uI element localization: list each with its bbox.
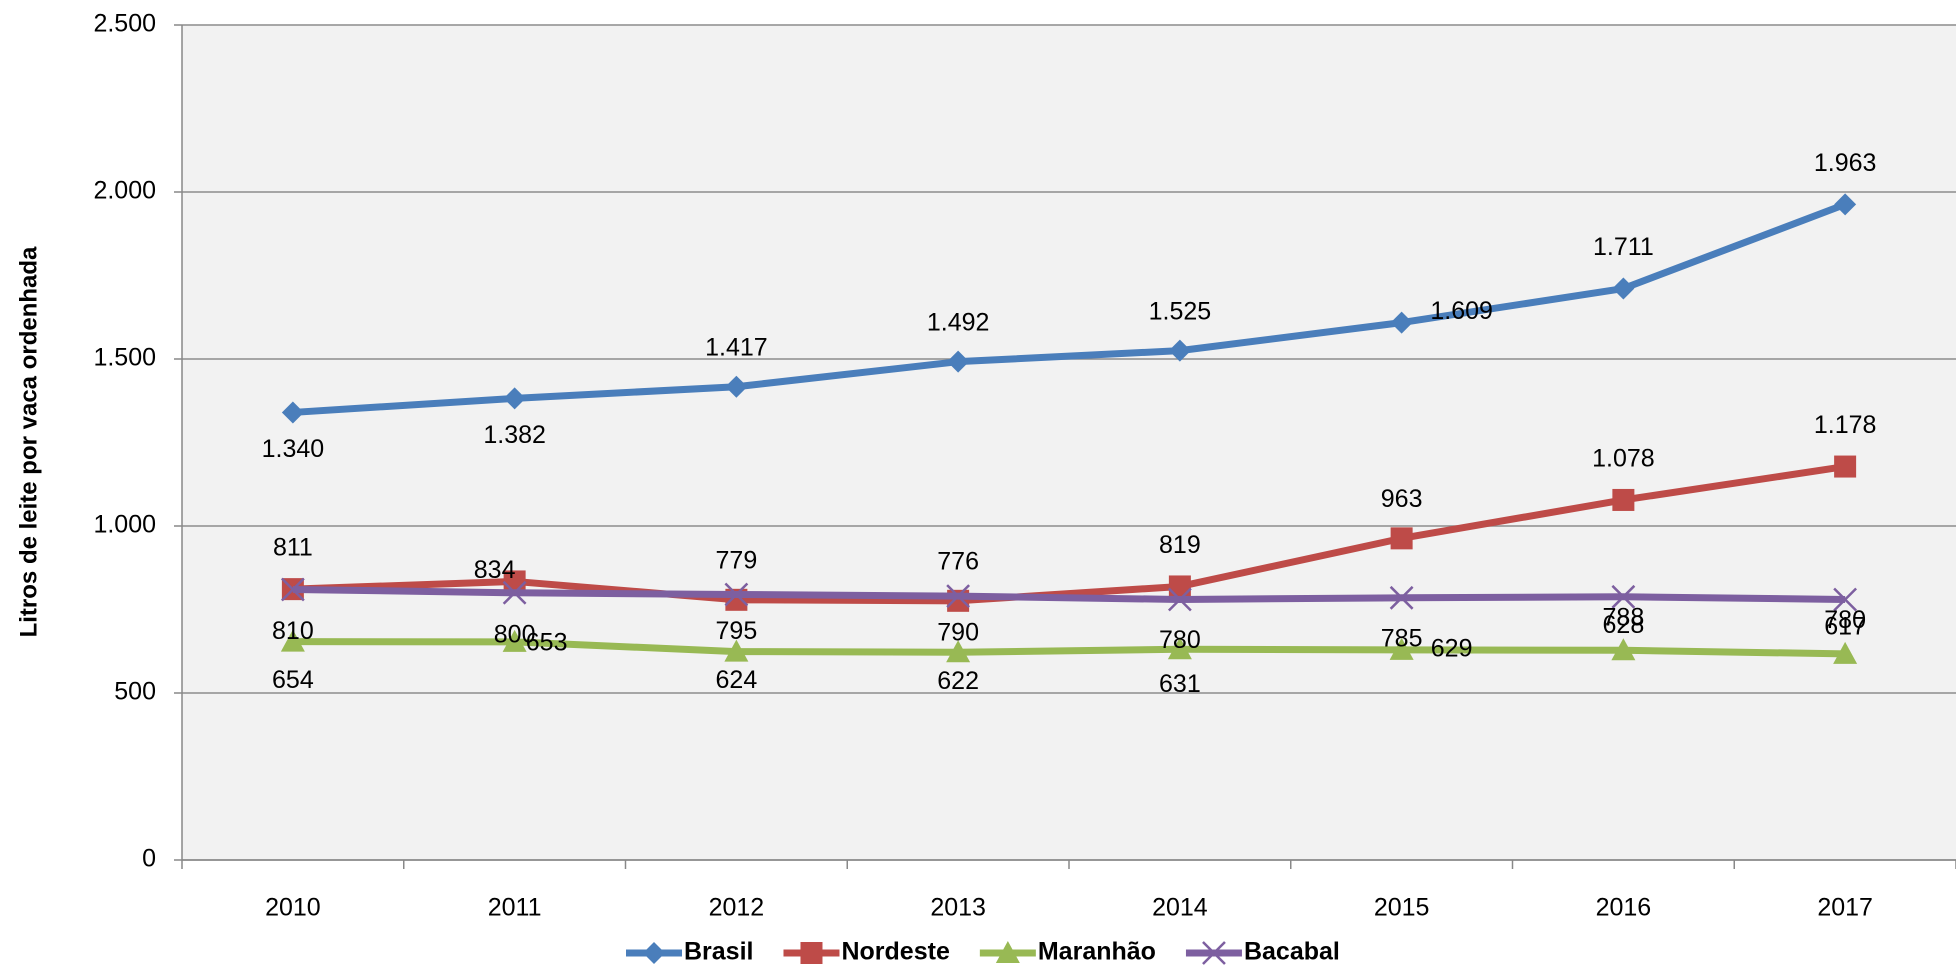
series <box>280 629 1858 664</box>
legend-marker <box>643 942 665 964</box>
x-tick-label: 2012 <box>709 894 765 922</box>
line <box>292 585 1846 603</box>
plot-area <box>182 25 1956 860</box>
data-label: 776 <box>937 547 979 575</box>
marker <box>1389 585 1414 610</box>
data-label: 788 <box>1603 603 1645 631</box>
data-label: 1.492 <box>927 308 990 336</box>
data-label: 628 <box>1603 611 1645 639</box>
data-label: 963 <box>1381 485 1423 513</box>
marker <box>1168 339 1191 362</box>
data-label: 1.382 <box>483 421 546 449</box>
x-tick-label: 2010 <box>265 894 321 922</box>
marker <box>1389 637 1414 660</box>
data-label: 779 <box>716 546 758 574</box>
y-tick-label: 1.000 <box>93 511 156 539</box>
data-label: 653 <box>526 629 568 657</box>
legend-marker <box>800 942 823 964</box>
y-tick-label: 2.500 <box>93 10 156 38</box>
data-label: 800 <box>494 620 536 648</box>
marker <box>947 350 970 373</box>
data-label: 1.417 <box>705 333 768 361</box>
marker <box>725 375 748 398</box>
data-label: 1.340 <box>262 435 325 463</box>
marker <box>724 582 749 607</box>
legend-marker <box>995 941 1020 963</box>
marker <box>724 639 749 662</box>
marker <box>1167 637 1192 660</box>
data-label: 617 <box>1824 613 1866 641</box>
x-tick-label: 2016 <box>1596 894 1652 922</box>
data-label: 785 <box>1381 624 1423 652</box>
x-tick-label: 2017 <box>1817 894 1873 922</box>
legend-item: Brasil <box>626 938 753 966</box>
data-label: 1.078 <box>1592 445 1655 473</box>
legend-item: Maranhão <box>979 938 1156 966</box>
data-label: 834 <box>474 556 516 584</box>
y-tick-label: 1.500 <box>93 344 156 372</box>
legend-item: Nordeste <box>783 938 950 966</box>
data-label: 795 <box>716 617 758 645</box>
data-label: 624 <box>716 666 758 694</box>
legend-marker <box>1202 941 1226 965</box>
y-tick-label: 500 <box>114 678 156 706</box>
legend-item: Bacabal <box>1185 938 1340 966</box>
legend: Brasil Nordeste Maranhão Bacabal <box>626 938 1340 966</box>
marker <box>1612 488 1635 511</box>
marker <box>502 580 527 605</box>
data-label: 1.178 <box>1814 411 1877 439</box>
y-tick-label: 2.000 <box>93 177 156 205</box>
marker <box>280 629 305 652</box>
marker <box>502 629 527 652</box>
marker <box>1612 277 1635 300</box>
y-axis-title: Litros de leite por vaca ordenhada <box>15 246 42 637</box>
marker <box>946 584 971 609</box>
marker <box>1611 638 1636 661</box>
marker <box>1834 193 1857 216</box>
legend-label: Maranhão <box>1038 938 1156 966</box>
marker <box>1168 575 1191 598</box>
data-label: 810 <box>272 617 314 645</box>
line <box>292 463 1846 605</box>
line <box>292 638 1846 658</box>
marker <box>1833 641 1858 664</box>
marker <box>1611 584 1636 609</box>
data-label: 622 <box>937 667 979 695</box>
x-tick-label: 2011 <box>488 894 542 922</box>
data-label: 780 <box>1824 606 1866 634</box>
legend-label: Nordeste <box>841 938 949 966</box>
data-label: 1.609 <box>1430 297 1493 325</box>
data-label: 790 <box>937 619 979 647</box>
marker <box>280 577 305 602</box>
marker <box>1390 527 1413 550</box>
data-label: 780 <box>1159 626 1201 654</box>
legend-label: Brasil <box>684 938 753 966</box>
marker <box>946 640 971 663</box>
data-label: 1.963 <box>1814 149 1877 177</box>
data-label: 631 <box>1159 670 1201 698</box>
data-label: 654 <box>272 666 314 694</box>
x-tick-label: 2013 <box>930 894 986 922</box>
marker <box>503 387 526 410</box>
data-label: 1.525 <box>1149 297 1212 325</box>
y-tick-label: 0 <box>142 845 156 873</box>
data-label: 811 <box>273 534 313 562</box>
marker <box>1167 587 1192 612</box>
x-tick-label: 2014 <box>1152 894 1208 922</box>
data-label: 1.711 <box>1593 233 1654 261</box>
data-label: 629 <box>1431 635 1473 663</box>
series <box>281 193 1857 424</box>
legend-label: Bacabal <box>1244 938 1340 966</box>
marker <box>1833 587 1858 612</box>
data-label: 819 <box>1159 531 1201 559</box>
marker <box>1390 311 1413 334</box>
marker <box>1834 455 1857 478</box>
series <box>280 577 1858 612</box>
x-tick-label: 2015 <box>1374 894 1430 922</box>
line <box>292 201 1847 416</box>
marker <box>281 401 304 424</box>
